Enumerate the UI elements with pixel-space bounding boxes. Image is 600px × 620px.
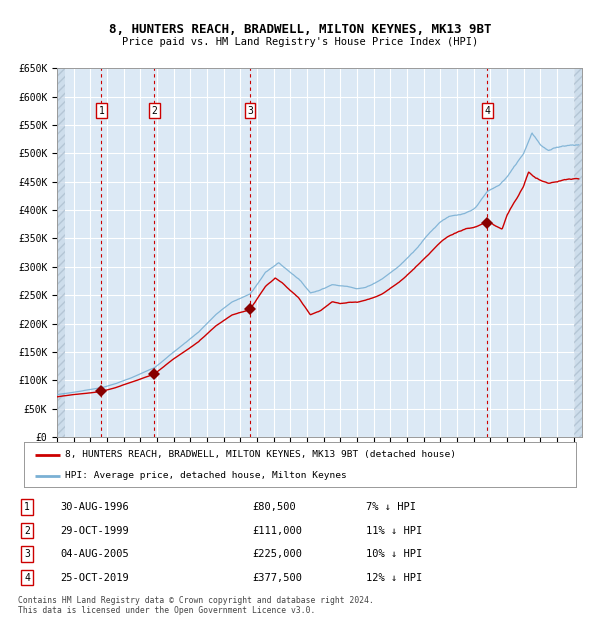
- Polygon shape: [574, 68, 582, 437]
- Text: 25-OCT-2019: 25-OCT-2019: [60, 573, 129, 583]
- Text: £377,500: £377,500: [252, 573, 302, 583]
- Text: 04-AUG-2005: 04-AUG-2005: [60, 549, 129, 559]
- Polygon shape: [57, 68, 65, 437]
- Text: 2: 2: [151, 106, 157, 116]
- Text: 3: 3: [24, 549, 30, 559]
- Text: 11% ↓ HPI: 11% ↓ HPI: [366, 526, 422, 536]
- Text: HPI: Average price, detached house, Milton Keynes: HPI: Average price, detached house, Milt…: [65, 471, 347, 480]
- Text: 1: 1: [24, 502, 30, 512]
- Text: 1: 1: [98, 106, 104, 116]
- Text: £111,000: £111,000: [252, 526, 302, 536]
- Text: 8, HUNTERS REACH, BRADWELL, MILTON KEYNES, MK13 9BT: 8, HUNTERS REACH, BRADWELL, MILTON KEYNE…: [109, 23, 491, 36]
- Text: 30-AUG-1996: 30-AUG-1996: [60, 502, 129, 512]
- Text: 7% ↓ HPI: 7% ↓ HPI: [366, 502, 416, 512]
- Text: 29-OCT-1999: 29-OCT-1999: [60, 526, 129, 536]
- Text: 10% ↓ HPI: 10% ↓ HPI: [366, 549, 422, 559]
- Text: £80,500: £80,500: [252, 502, 296, 512]
- Text: 2: 2: [24, 526, 30, 536]
- Text: Contains HM Land Registry data © Crown copyright and database right 2024.
This d: Contains HM Land Registry data © Crown c…: [18, 596, 374, 615]
- Text: 8, HUNTERS REACH, BRADWELL, MILTON KEYNES, MK13 9BT (detached house): 8, HUNTERS REACH, BRADWELL, MILTON KEYNE…: [65, 450, 457, 459]
- Text: 4: 4: [24, 573, 30, 583]
- Text: 4: 4: [484, 106, 490, 116]
- Text: 12% ↓ HPI: 12% ↓ HPI: [366, 573, 422, 583]
- Text: £225,000: £225,000: [252, 549, 302, 559]
- Text: 3: 3: [247, 106, 253, 116]
- Text: Price paid vs. HM Land Registry's House Price Index (HPI): Price paid vs. HM Land Registry's House …: [122, 37, 478, 47]
